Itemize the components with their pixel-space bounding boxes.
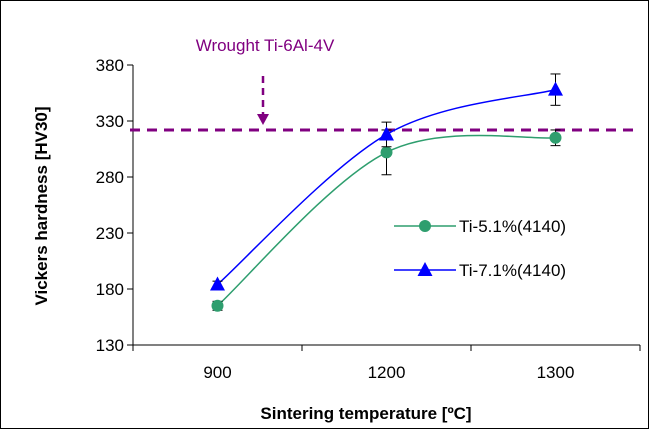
axes: 130 180 230 280 330 380 900 1200 1300 [96,56,641,382]
series-1 [211,129,562,312]
series-2 [210,73,563,291]
reference-line-group: Wrought Ti-6Al-4V [130,36,640,132]
series-line [217,88,556,286]
y-tick-label: 330 [96,112,124,131]
legend-label: Ti-7.1%(4140) [459,261,566,280]
y-tick-label: 230 [96,224,124,243]
reference-line-label: Wrought Ti-6Al-4V [196,36,335,55]
legend-label: Ti-5.1%(4140) [459,217,566,236]
y-tick-label: 180 [96,280,124,299]
data-point [211,299,224,312]
legend: Ti-5.1%(4140) Ti-7.1%(4140) [394,217,566,280]
series-group [210,73,563,312]
reference-arrow-head [257,113,269,125]
x-axis-title: Sintering temperature [ºC] [260,404,471,423]
y-tick-label: 130 [96,336,124,355]
data-point [549,131,562,144]
data-point [379,126,394,141]
y-tick-label: 280 [96,168,124,187]
data-point [548,81,563,96]
legend-marker [419,220,431,232]
y-tick-label: 380 [96,56,124,75]
data-point [210,276,225,291]
x-tick-label: 1200 [368,363,406,382]
data-point [380,146,393,159]
y-axis-title: Vickers hardness [HV30] [32,106,51,305]
legend-marker [417,262,433,276]
x-tick-label: 1300 [537,363,575,382]
x-tick-label: 900 [203,363,231,382]
